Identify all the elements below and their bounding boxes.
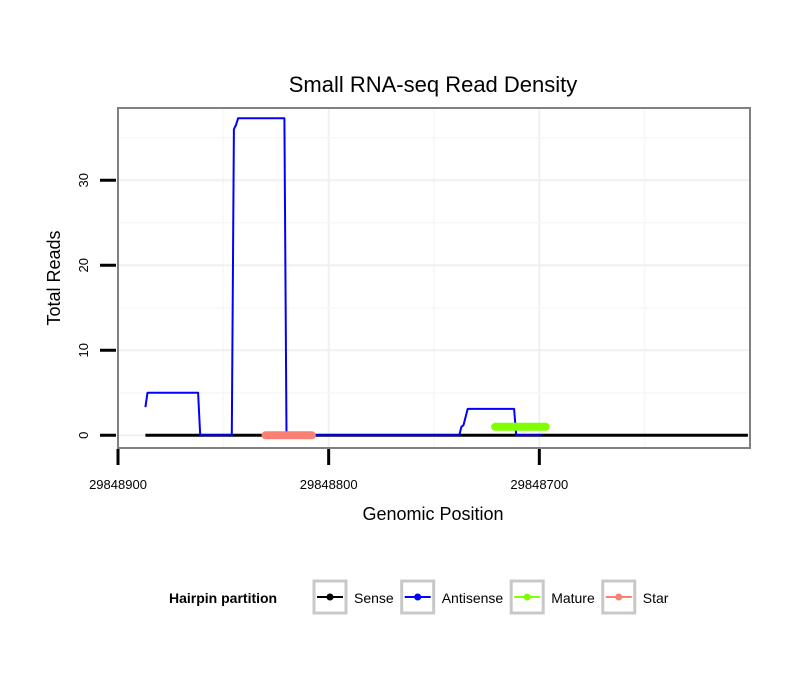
- y-tick-label: 10: [76, 343, 91, 357]
- series-line-antisense: [144, 117, 542, 437]
- legend-key-sense-point: [326, 593, 334, 601]
- legend-label-sense: Sense: [354, 590, 394, 606]
- legend-label-star: Star: [643, 590, 669, 606]
- legend-label-antisense: Antisense: [442, 590, 504, 606]
- x-tick-label: 29848800: [300, 477, 358, 492]
- y-tick-label: 0: [76, 432, 91, 439]
- y-tick-label: 30: [76, 173, 91, 187]
- legend-key-antisense-point: [414, 593, 422, 601]
- legend: Hairpin partition Sense Antisense Mature St…: [169, 579, 669, 615]
- y-axis: 0 10 20 30: [76, 173, 116, 439]
- legend-key-star-point: [615, 593, 623, 601]
- x-axis-title: Genomic Position: [362, 504, 503, 524]
- y-tick-label: 20: [76, 258, 91, 272]
- x-tick-label: 29848700: [510, 477, 568, 492]
- legend-label-mature: Mature: [551, 590, 595, 606]
- y-axis-title: Total Reads: [44, 230, 64, 325]
- x-axis: 29848900 29848800 29848700: [89, 449, 568, 492]
- legend-key-mature-point: [523, 593, 531, 601]
- series-group: [144, 117, 748, 440]
- legend-title: Hairpin partition: [169, 590, 277, 606]
- chart-title: Small RNA-seq Read Density: [289, 72, 578, 97]
- plot-border: [117, 107, 751, 449]
- x-tick-label: 29848900: [89, 477, 147, 492]
